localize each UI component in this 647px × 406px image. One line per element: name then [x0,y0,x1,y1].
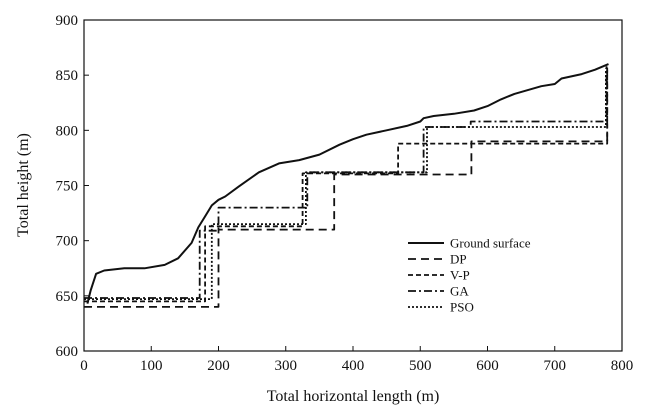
x-tick-label: 300 [275,358,298,374]
y-tick-label: 750 [56,179,79,195]
legend-label: DP [450,252,467,267]
legend-label: PSO [450,300,474,315]
y-tick-label: 650 [56,289,79,305]
series-line-ga [84,66,608,299]
y-axis-title: Total height (m) [15,133,32,237]
y-tick-label: 850 [56,68,79,84]
x-tick-label: 400 [342,358,365,374]
series-line-v-p [84,64,609,303]
y-tick-label: 700 [56,234,79,250]
x-tick-label: 0 [80,358,88,374]
series-layer [84,63,609,308]
x-axis: 0 100 200 300 400 500 600 700 800 [80,346,633,374]
y-tick-label: 800 [56,123,79,139]
y-axis: 600 650 700 750 800 850 900 [56,13,89,360]
legend-label: GA [450,284,469,299]
x-tick-label: 200 [207,358,230,374]
x-tick-label: 800 [611,358,634,374]
y-tick-label: 900 [56,13,79,29]
series-line-ground-surface [86,63,609,304]
x-tick-label: 100 [140,358,163,374]
series-line-dp [84,69,609,308]
x-tick-label: 700 [544,358,567,374]
x-tick-label: 600 [476,358,499,374]
legend-label: V-P [450,268,470,283]
y-tick-label: 600 [56,344,79,360]
x-axis-title: Total horizontal length (m) [267,388,440,405]
x-tick-label: 500 [409,358,432,374]
legend-label: Ground surface [450,236,531,251]
series-line-pso [84,68,607,300]
